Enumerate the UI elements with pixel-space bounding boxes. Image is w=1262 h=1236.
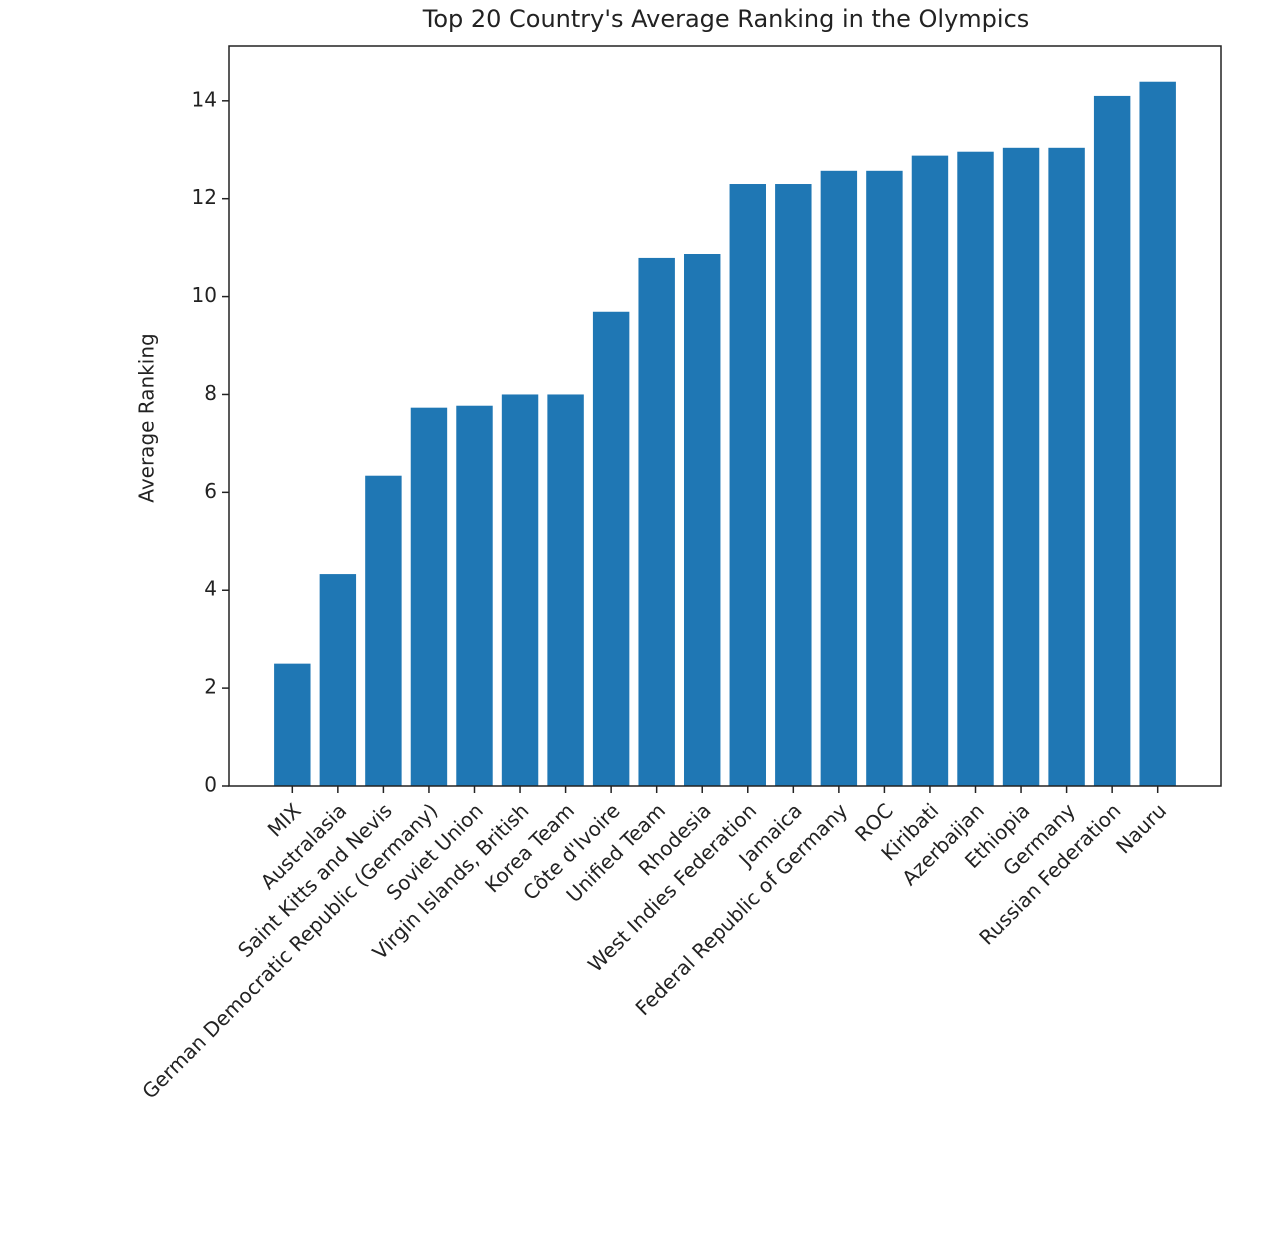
y-tick-label: 10 bbox=[192, 283, 217, 307]
axes-frame bbox=[228, 45, 1222, 787]
bar bbox=[274, 663, 311, 786]
y-tick-label: 8 bbox=[204, 381, 217, 405]
bar bbox=[638, 257, 675, 787]
y-tick-label: 0 bbox=[204, 773, 217, 797]
bar bbox=[547, 394, 584, 786]
y-tick-label: 4 bbox=[204, 577, 217, 601]
bar bbox=[365, 475, 402, 786]
chart-title: Top 20 Country's Average Ranking in the … bbox=[422, 5, 1030, 33]
bar bbox=[957, 151, 994, 786]
bar bbox=[456, 405, 493, 786]
bar bbox=[866, 170, 903, 787]
bar bbox=[592, 311, 630, 786]
bar bbox=[1093, 95, 1131, 786]
bar bbox=[501, 394, 539, 786]
bar bbox=[410, 407, 448, 786]
bar bbox=[820, 170, 858, 787]
x-tick-label: Nauru bbox=[1111, 798, 1171, 858]
bar bbox=[1002, 147, 1040, 786]
y-tick-label: 14 bbox=[192, 87, 217, 111]
y-tick-label: 2 bbox=[204, 675, 217, 699]
bar bbox=[729, 184, 766, 786]
bar bbox=[911, 155, 949, 786]
bar bbox=[684, 254, 721, 787]
bar bbox=[1139, 81, 1176, 786]
bar bbox=[1048, 147, 1085, 786]
bar bbox=[775, 184, 812, 786]
y-tick-label: 6 bbox=[204, 479, 217, 503]
y-axis-label: Average Ranking bbox=[135, 333, 159, 502]
y-tick-label: 12 bbox=[192, 185, 217, 209]
bar bbox=[319, 574, 357, 786]
